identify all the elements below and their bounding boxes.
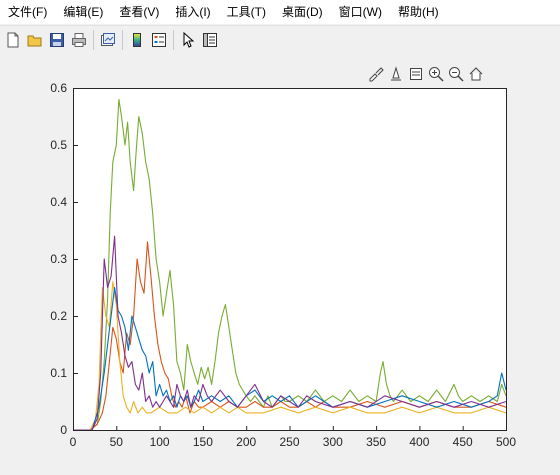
menu-edit[interactable]: 编辑(E)	[63, 5, 104, 19]
toolbar-separator	[173, 29, 174, 50]
menu-view[interactable]: 查看(V)	[119, 5, 160, 19]
x-tick-label: 500	[496, 435, 516, 449]
y-tick-label: 0.5	[50, 138, 67, 152]
x-tick-label: 350	[366, 435, 386, 449]
series-line-5	[73, 235, 507, 431]
menu-file[interactable]: 文件(F)	[8, 5, 48, 19]
toolbar-separator	[122, 29, 123, 50]
menu-help[interactable]: 帮助(H)	[397, 5, 439, 19]
x-tick-label: 250	[279, 435, 299, 449]
brush-icon[interactable]	[366, 65, 385, 84]
open-file-icon[interactable]	[24, 29, 46, 51]
y-tick-label: 0.6	[50, 81, 67, 95]
menu-window[interactable]: 窗口(W)	[338, 5, 382, 19]
y-tick-label: 0.3	[50, 252, 67, 266]
y-tick-label: 0.2	[50, 309, 67, 323]
print-icon[interactable]	[68, 29, 90, 51]
series-line-3	[73, 281, 507, 431]
data-tips-icon[interactable]	[386, 65, 405, 84]
x-tick-label: 0	[70, 435, 77, 449]
axes-toolbar	[366, 64, 485, 84]
insert-colorbar-icon[interactable]	[126, 29, 148, 51]
menu-desktop[interactable]: 桌面(D)	[281, 5, 323, 19]
insert-legend-icon[interactable]	[148, 29, 170, 51]
property-inspector-icon[interactable]	[199, 29, 221, 51]
zoom-out-icon[interactable]	[446, 65, 465, 84]
edit-plot-icon[interactable]	[177, 29, 199, 51]
x-tick-label: 150	[193, 435, 213, 449]
x-tick-label: 200	[236, 435, 256, 449]
x-tick-label: 50	[110, 435, 124, 449]
axes-background	[73, 88, 506, 430]
restore-view-icon[interactable]	[406, 65, 425, 84]
y-tick-label: 0.4	[50, 195, 67, 209]
menu-insert[interactable]: 插入(I)	[175, 5, 211, 19]
x-tick-label: 300	[323, 435, 343, 449]
zoom-in-icon[interactable]	[426, 65, 445, 84]
menu-tools[interactable]: 工具(T)	[226, 5, 266, 19]
series-line-4	[73, 286, 507, 431]
toolbar-separator	[93, 29, 94, 50]
x-tick-label: 450	[453, 435, 473, 449]
home-icon[interactable]	[466, 65, 485, 84]
ticks-layer: 0 50 100 150 200 250 300 350 400 450 500 0 0.1 0.2 0.3…	[50, 81, 516, 449]
series-line-1	[73, 98, 507, 431]
x-tick-label: 100	[150, 435, 170, 449]
line-chart: 0 50 100 150 200 250 300 350 400 450 500 0 0.1 0.2 0.3…	[50, 81, 516, 449]
new-figure-icon[interactable]	[2, 29, 24, 51]
y-tick-label: 0.1	[50, 366, 67, 380]
figure-toolbar	[0, 25, 560, 53]
menu-bar: 文件(F) 编辑(E) 查看(V) 插入(I) 工具(T) 桌面(D) 窗口(W…	[0, 0, 560, 24]
series-line-2	[73, 241, 507, 431]
x-tick-label: 400	[409, 435, 429, 449]
save-icon[interactable]	[46, 29, 68, 51]
series-layer	[73, 98, 507, 431]
y-tick-label: 0	[60, 423, 67, 437]
link-plot-icon[interactable]	[97, 29, 119, 51]
